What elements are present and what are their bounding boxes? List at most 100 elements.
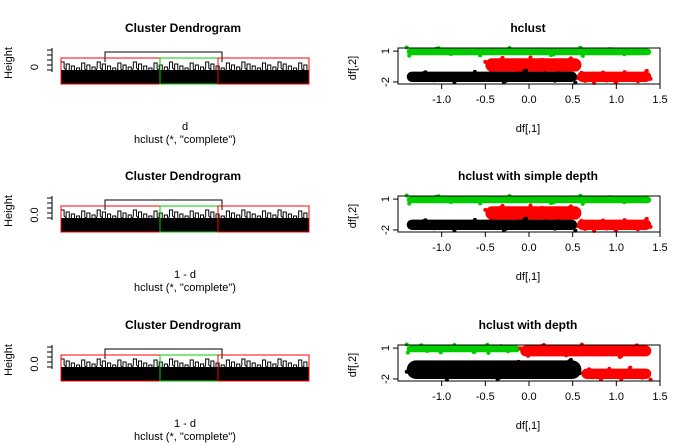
data-point <box>514 222 518 226</box>
x-tick-label: 0.5 <box>565 391 580 403</box>
cluster-black <box>405 358 582 382</box>
data-point <box>451 51 455 55</box>
data-point <box>610 220 614 224</box>
data-point <box>636 368 640 372</box>
data-point <box>597 76 601 80</box>
y-tick-label: 0.0 <box>29 207 41 222</box>
x-tick-label: -1.0 <box>432 94 451 106</box>
cluster-points <box>520 346 651 357</box>
cluster-red <box>483 55 581 74</box>
data-point <box>593 199 597 203</box>
data-point <box>483 60 487 64</box>
data-point <box>640 74 644 78</box>
data-point <box>558 345 562 349</box>
data-point <box>517 360 521 364</box>
data-point <box>588 222 592 226</box>
data-point <box>569 204 573 208</box>
data-point <box>446 347 450 351</box>
y-axis-label: Height <box>3 47 15 79</box>
data-point <box>483 225 487 229</box>
data-point <box>513 346 517 350</box>
data-point <box>563 211 567 215</box>
data-point <box>540 58 544 62</box>
data-point <box>492 348 496 352</box>
x-tick-label: -1.0 <box>432 242 451 254</box>
data-point <box>534 212 538 216</box>
data-point <box>514 74 518 78</box>
data-point <box>581 54 585 58</box>
data-point <box>551 52 555 56</box>
y-axis-label: Height <box>3 344 15 376</box>
cluster-green <box>405 194 652 206</box>
data-point <box>524 69 528 73</box>
x-tick-label: 0.5 <box>565 94 580 106</box>
data-point <box>493 72 497 76</box>
data-point <box>528 55 532 59</box>
data-point <box>534 64 538 68</box>
x-tick-label: 1.5 <box>652 242 667 254</box>
x-tick-label: 0.0 <box>521 391 536 403</box>
data-point <box>493 220 497 224</box>
y-axis-label: df[,2] <box>347 353 359 377</box>
data-point <box>504 79 508 83</box>
cluster-red <box>575 217 652 233</box>
data-point <box>550 350 554 354</box>
x-tick-label: 0.0 <box>521 94 536 106</box>
data-point <box>405 370 409 374</box>
data-point <box>546 67 550 71</box>
data-point <box>434 77 438 81</box>
data-point <box>622 200 626 204</box>
data-point <box>493 50 497 54</box>
data-point <box>583 372 587 376</box>
data-point <box>413 75 417 79</box>
data-point <box>605 78 609 82</box>
x-axis-label: 1 - d <box>174 418 196 430</box>
data-point <box>627 77 631 81</box>
data-point <box>563 63 567 67</box>
data-point <box>605 226 609 230</box>
data-point <box>637 197 641 201</box>
data-point <box>423 70 427 74</box>
x-tick-label: 1.5 <box>652 391 667 403</box>
data-point <box>444 220 448 224</box>
data-point <box>483 77 487 81</box>
y-tick-label: 0.0 <box>29 356 41 371</box>
cluster-red <box>483 203 581 222</box>
data-point <box>415 361 419 365</box>
data-point <box>623 70 627 74</box>
data-point <box>466 361 470 365</box>
data-point <box>569 358 573 362</box>
data-point <box>553 79 557 83</box>
data-point <box>640 222 644 226</box>
data-point <box>587 367 591 371</box>
data-point <box>603 372 607 376</box>
cluster-red <box>581 366 652 382</box>
data-point <box>497 376 501 380</box>
data-point <box>612 374 616 378</box>
data-point <box>566 197 570 201</box>
data-point <box>614 228 618 232</box>
data-point <box>434 366 438 370</box>
cluster-red <box>575 69 652 85</box>
data-point <box>624 371 628 375</box>
data-point <box>636 227 640 231</box>
data-point <box>476 372 480 376</box>
data-point <box>552 208 556 212</box>
data-point <box>543 219 547 223</box>
dendrogram-leaves <box>61 367 309 381</box>
x-tick-label: 1.0 <box>609 242 624 254</box>
data-point <box>459 348 463 352</box>
y-tick-label: 1 <box>380 345 392 351</box>
data-point <box>579 219 583 223</box>
data-point <box>463 223 467 227</box>
x-tick-label: 1.0 <box>609 391 624 403</box>
data-point <box>493 198 497 202</box>
data-point <box>631 72 635 76</box>
data-point <box>407 54 411 58</box>
data-point <box>506 213 510 217</box>
data-point <box>487 364 491 368</box>
subtitle: hclust (*, "complete") <box>134 431 236 443</box>
x-tick-label: -0.5 <box>476 242 495 254</box>
data-point <box>566 49 570 53</box>
y-axis-label: df[,2] <box>347 204 359 228</box>
